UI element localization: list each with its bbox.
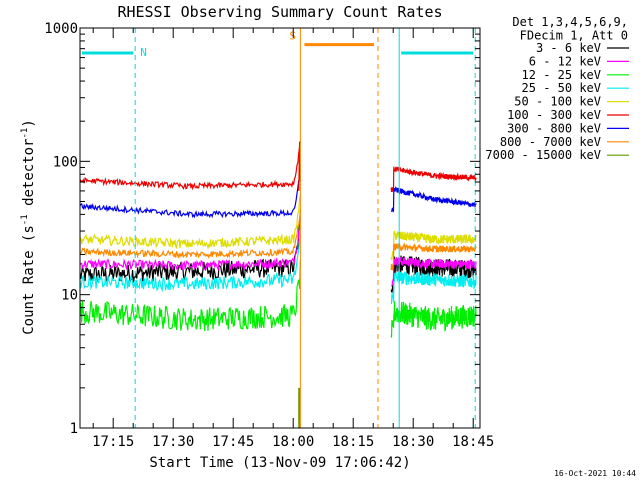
y-tick-label-3: 1000	[44, 21, 78, 37]
x-tick-label-3: 18:00	[272, 434, 314, 450]
series-line-4-after	[390, 230, 477, 261]
chart-title: RHESSI Observing Summary Count Rates	[117, 3, 442, 21]
series-line-1-after	[391, 257, 477, 287]
x-tick-label-5: 18:30	[392, 434, 434, 450]
axes-layer: 1 10 100 1000 17:15 17:30 17:45 18:00 18:15 18:30…	[44, 21, 494, 450]
legend-label-6: 300 - 800 keV	[507, 121, 601, 135]
plot-frame	[79, 27, 481, 429]
legend-label-3: 25 - 50 keV	[522, 81, 601, 95]
legend-label-4: 50 - 100 keV	[514, 95, 601, 109]
legend-label-1: 6 - 12 keV	[529, 54, 601, 68]
x-tick-label-6: 18:45	[452, 434, 494, 450]
series-layer	[79, 140, 477, 428]
y-tick-label-0: 1	[70, 421, 78, 437]
series-line-7-before	[79, 209, 301, 260]
legend-label-7: 800 - 7000 keV	[500, 135, 601, 149]
y-tick-label-2: 100	[53, 154, 78, 170]
y-axis-label: Count Rate (s-1 detector-1)	[20, 119, 37, 335]
series-line-5-after	[390, 165, 477, 192]
y-tick-label-1: 10	[61, 288, 78, 304]
legend-label-2: 12 - 25 keV	[522, 68, 601, 82]
footer-date: 16-Oct-2021 10:44	[554, 469, 636, 478]
legend-header-1: FDecim 1, Att 0	[520, 28, 628, 42]
x-axis-label: Start Time (13-Nov-09 17:06:42)	[149, 455, 410, 471]
x-tick-label-0: 17:15	[92, 434, 134, 450]
legend-label-8: 7000 - 15000 keV	[485, 148, 601, 162]
legend: Det 1,3,4,5,6,9,FDecim 1, Att 03 - 6 keV…	[485, 15, 629, 162]
x-tick-label-4: 18:15	[332, 434, 374, 450]
x-tick-label-2: 17:45	[212, 434, 254, 450]
series-line-3-after	[390, 270, 477, 305]
legend-label-5: 100 - 300 keV	[507, 108, 601, 122]
series-line-5-before	[79, 140, 301, 191]
series-line-6-before	[79, 169, 301, 219]
series-line-7-after	[390, 242, 477, 271]
x-tick-label-1: 17:30	[152, 434, 194, 450]
annotation-label-0: N	[140, 46, 147, 59]
series-line-2-before	[79, 260, 301, 331]
series-line-4-before	[79, 194, 301, 250]
series-line-3-before	[79, 232, 301, 293]
series-line-0-before	[79, 219, 301, 283]
legend-label-0: 3 - 6 keV	[536, 41, 601, 55]
legend-header-0: Det 1,3,4,5,6,9,	[512, 15, 628, 29]
series-line-1-before	[79, 217, 301, 272]
annotation-layer: NS	[82, 28, 476, 428]
series-line-6-after	[390, 186, 477, 213]
series-line-2-after	[390, 301, 477, 338]
